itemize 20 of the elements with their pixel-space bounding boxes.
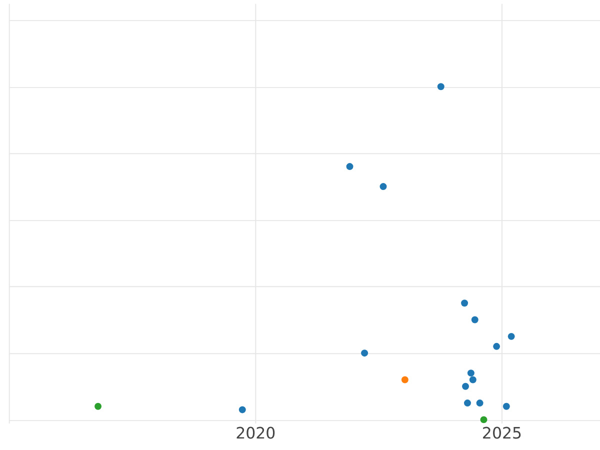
x-tick-label: 2020: [236, 423, 276, 442]
point: [471, 316, 478, 324]
point: [462, 382, 469, 390]
point: [437, 83, 444, 90]
point: [346, 163, 354, 170]
point: [464, 400, 471, 407]
point: [461, 300, 468, 307]
point: [94, 402, 102, 410]
point: [476, 400, 484, 407]
point: [508, 332, 515, 340]
point: [493, 342, 500, 350]
point: [469, 376, 476, 384]
point: [401, 376, 408, 384]
point: [467, 370, 474, 377]
point: [502, 402, 510, 410]
point: [380, 183, 387, 190]
x-tick-label: 2025: [482, 423, 522, 442]
point: [480, 416, 488, 424]
point: [361, 350, 368, 357]
point: [238, 406, 246, 414]
